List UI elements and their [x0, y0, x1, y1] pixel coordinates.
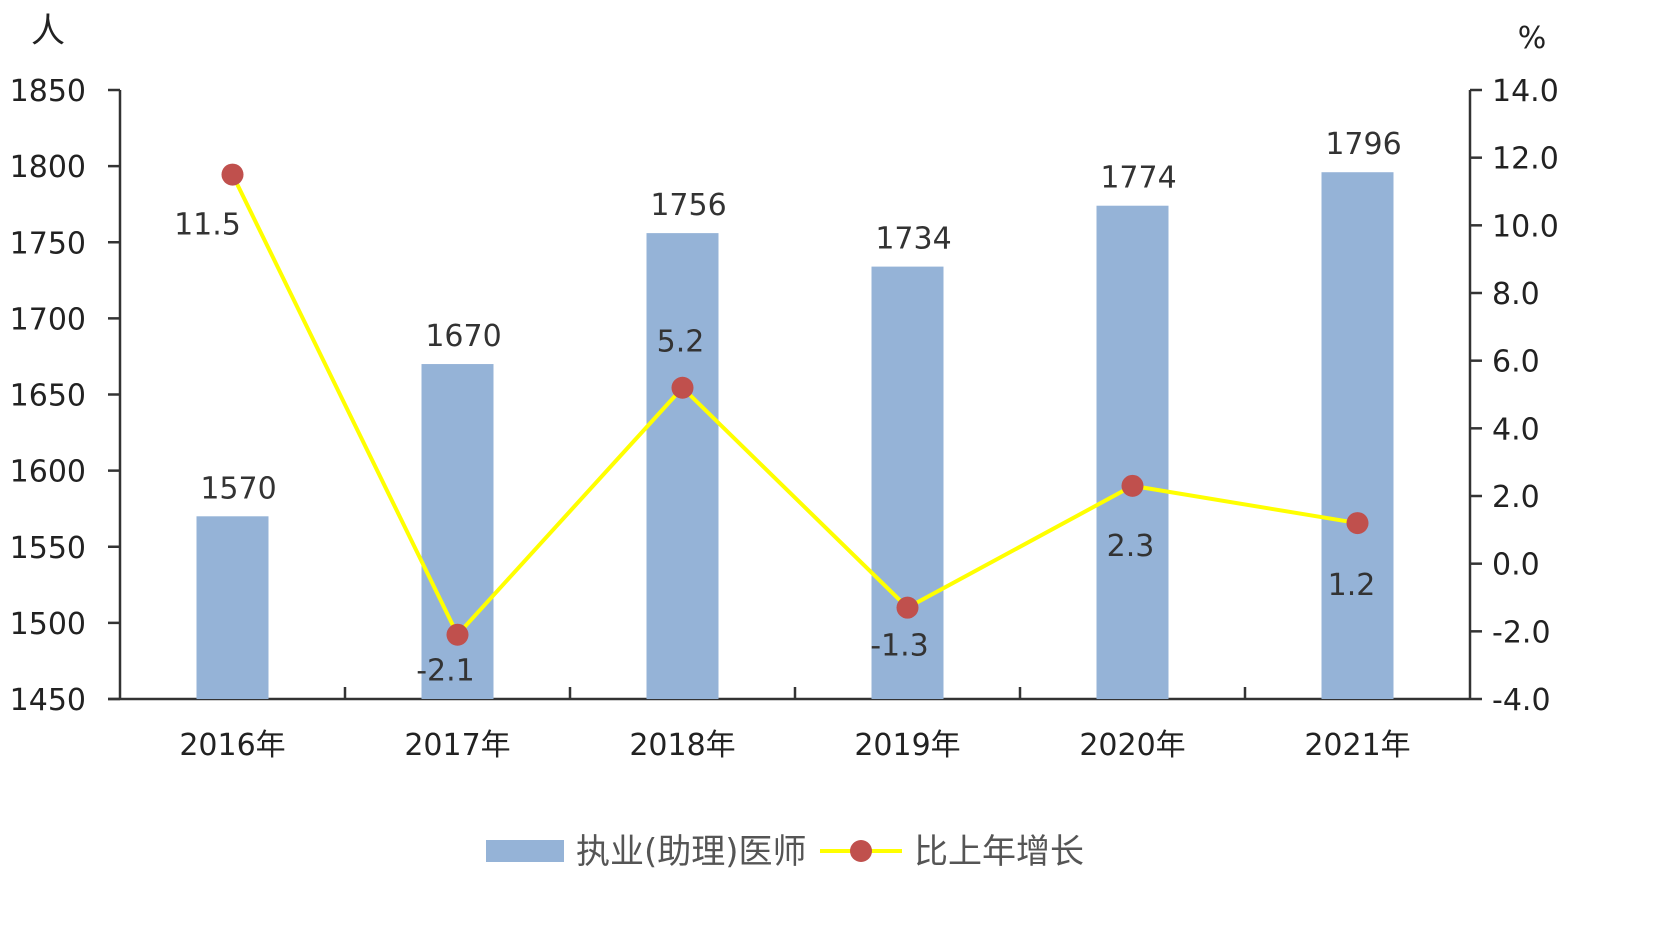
growth-value-label: -2.1: [416, 654, 475, 689]
left-tick-label: 1800: [10, 150, 86, 185]
growth-line-series: [221, 163, 1369, 646]
x-tick-label: 2021年: [1304, 728, 1410, 763]
growth-point: [1121, 474, 1144, 497]
left-tick-label: 1700: [10, 302, 86, 337]
right-tick-label: 8.0: [1492, 277, 1540, 312]
bar: [1096, 205, 1169, 699]
growth-point: [446, 623, 469, 646]
x-tick-label: 2018年: [629, 728, 735, 763]
right-tick-label: 4.0: [1492, 412, 1540, 447]
right-tick-label: 12.0: [1492, 142, 1559, 177]
growth-line: [230, 173, 1358, 639]
left-tick-label: 1500: [10, 607, 86, 642]
legend: 执业(助理)医师 比上年增长: [486, 832, 1084, 872]
growth-point: [671, 376, 694, 399]
legend-marker-swatch: [850, 840, 872, 862]
bar: [1321, 172, 1394, 700]
data-labels: 1570 1670 1756 1734 1774 1796 11.5 -2.1 5.2 -1.3 2…: [174, 127, 1402, 689]
bar: [196, 516, 269, 699]
bar-value-label: 1734: [875, 222, 951, 257]
growth-value-label: 11.5: [174, 208, 241, 243]
x-tick-label: 2019年: [854, 728, 960, 763]
bar-value-label: 1670: [425, 319, 501, 354]
right-tick-label: 6.0: [1492, 345, 1540, 380]
growth-value-label: 5.2: [657, 325, 705, 360]
legend-line-label: 比上年增长: [914, 832, 1084, 872]
bar: [421, 364, 494, 699]
legend-bar-label: 执业(助理)医师: [576, 832, 807, 872]
axes: 1450 1500 1550 1600 1650 1700 1750 1800 1850 -4.0…: [10, 11, 1559, 763]
left-tick-label: 1750: [10, 226, 86, 261]
right-tick-label: 14.0: [1492, 74, 1559, 109]
left-axis-unit: 人: [31, 11, 65, 51]
growth-value-label: 2.3: [1107, 529, 1155, 564]
left-tick-label: 1450: [10, 683, 86, 718]
growth-point: [896, 596, 919, 619]
x-tick-label: 2020年: [1079, 728, 1185, 763]
right-tick-label: 2.0: [1492, 480, 1540, 515]
x-tick-label: 2017年: [404, 728, 510, 763]
bars: [196, 172, 1394, 700]
right-tick-label: 0.0: [1492, 548, 1540, 583]
right-tick-label: -2.0: [1492, 615, 1551, 650]
legend-bar-swatch: [486, 840, 564, 862]
bar: [871, 266, 944, 699]
bar: [646, 233, 719, 700]
bar-value-label: 1570: [200, 471, 276, 506]
right-tick-label: -4.0: [1492, 683, 1551, 718]
bar-value-label: 1796: [1325, 127, 1401, 162]
growth-point: [1346, 512, 1369, 535]
right-axis-unit: %: [1518, 21, 1547, 56]
bar-value-label: 1774: [1100, 161, 1176, 196]
growth-point: [221, 163, 244, 186]
growth-value-label: 1.2: [1328, 568, 1376, 603]
left-tick-label: 1600: [10, 455, 86, 490]
bar-value-label: 1756: [650, 188, 726, 223]
x-tick-label: 2016年: [179, 728, 285, 763]
growth-value-label: -1.3: [870, 629, 929, 664]
left-tick-label: 1850: [10, 74, 86, 109]
left-tick-label: 1650: [10, 379, 86, 414]
left-tick-label: 1550: [10, 531, 86, 566]
right-tick-label: 10.0: [1492, 209, 1559, 244]
